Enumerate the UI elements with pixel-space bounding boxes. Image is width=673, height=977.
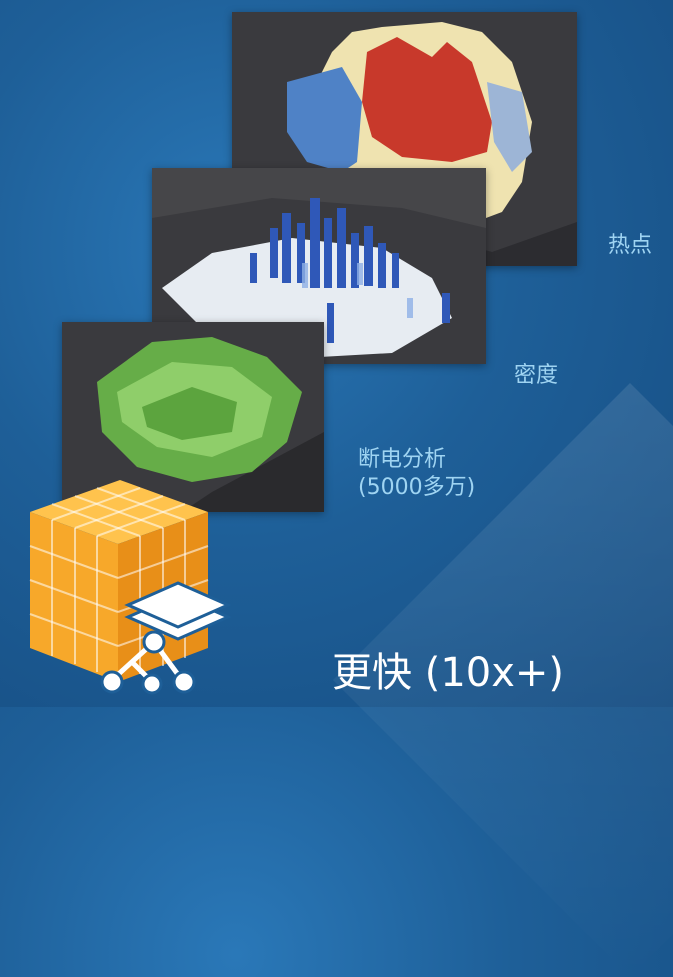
outage-map-panel xyxy=(62,322,324,512)
outage-label-line1: 断电分析 xyxy=(358,447,447,472)
slide: 热点 密度 断电分析 (5000多万) xyxy=(29,12,673,977)
outage-label: 断电分析 (5000多万) xyxy=(358,446,475,501)
headline-text: 更快 (10x+) xyxy=(332,650,565,696)
stacked-layers-icon xyxy=(118,575,238,655)
outage-map-image xyxy=(62,322,324,512)
network-graph-icon xyxy=(92,610,202,700)
outage-label-line2: (5000多万) xyxy=(358,474,476,500)
hotspot-label: 热点 xyxy=(608,233,653,258)
density-label: 密度 xyxy=(514,363,559,388)
